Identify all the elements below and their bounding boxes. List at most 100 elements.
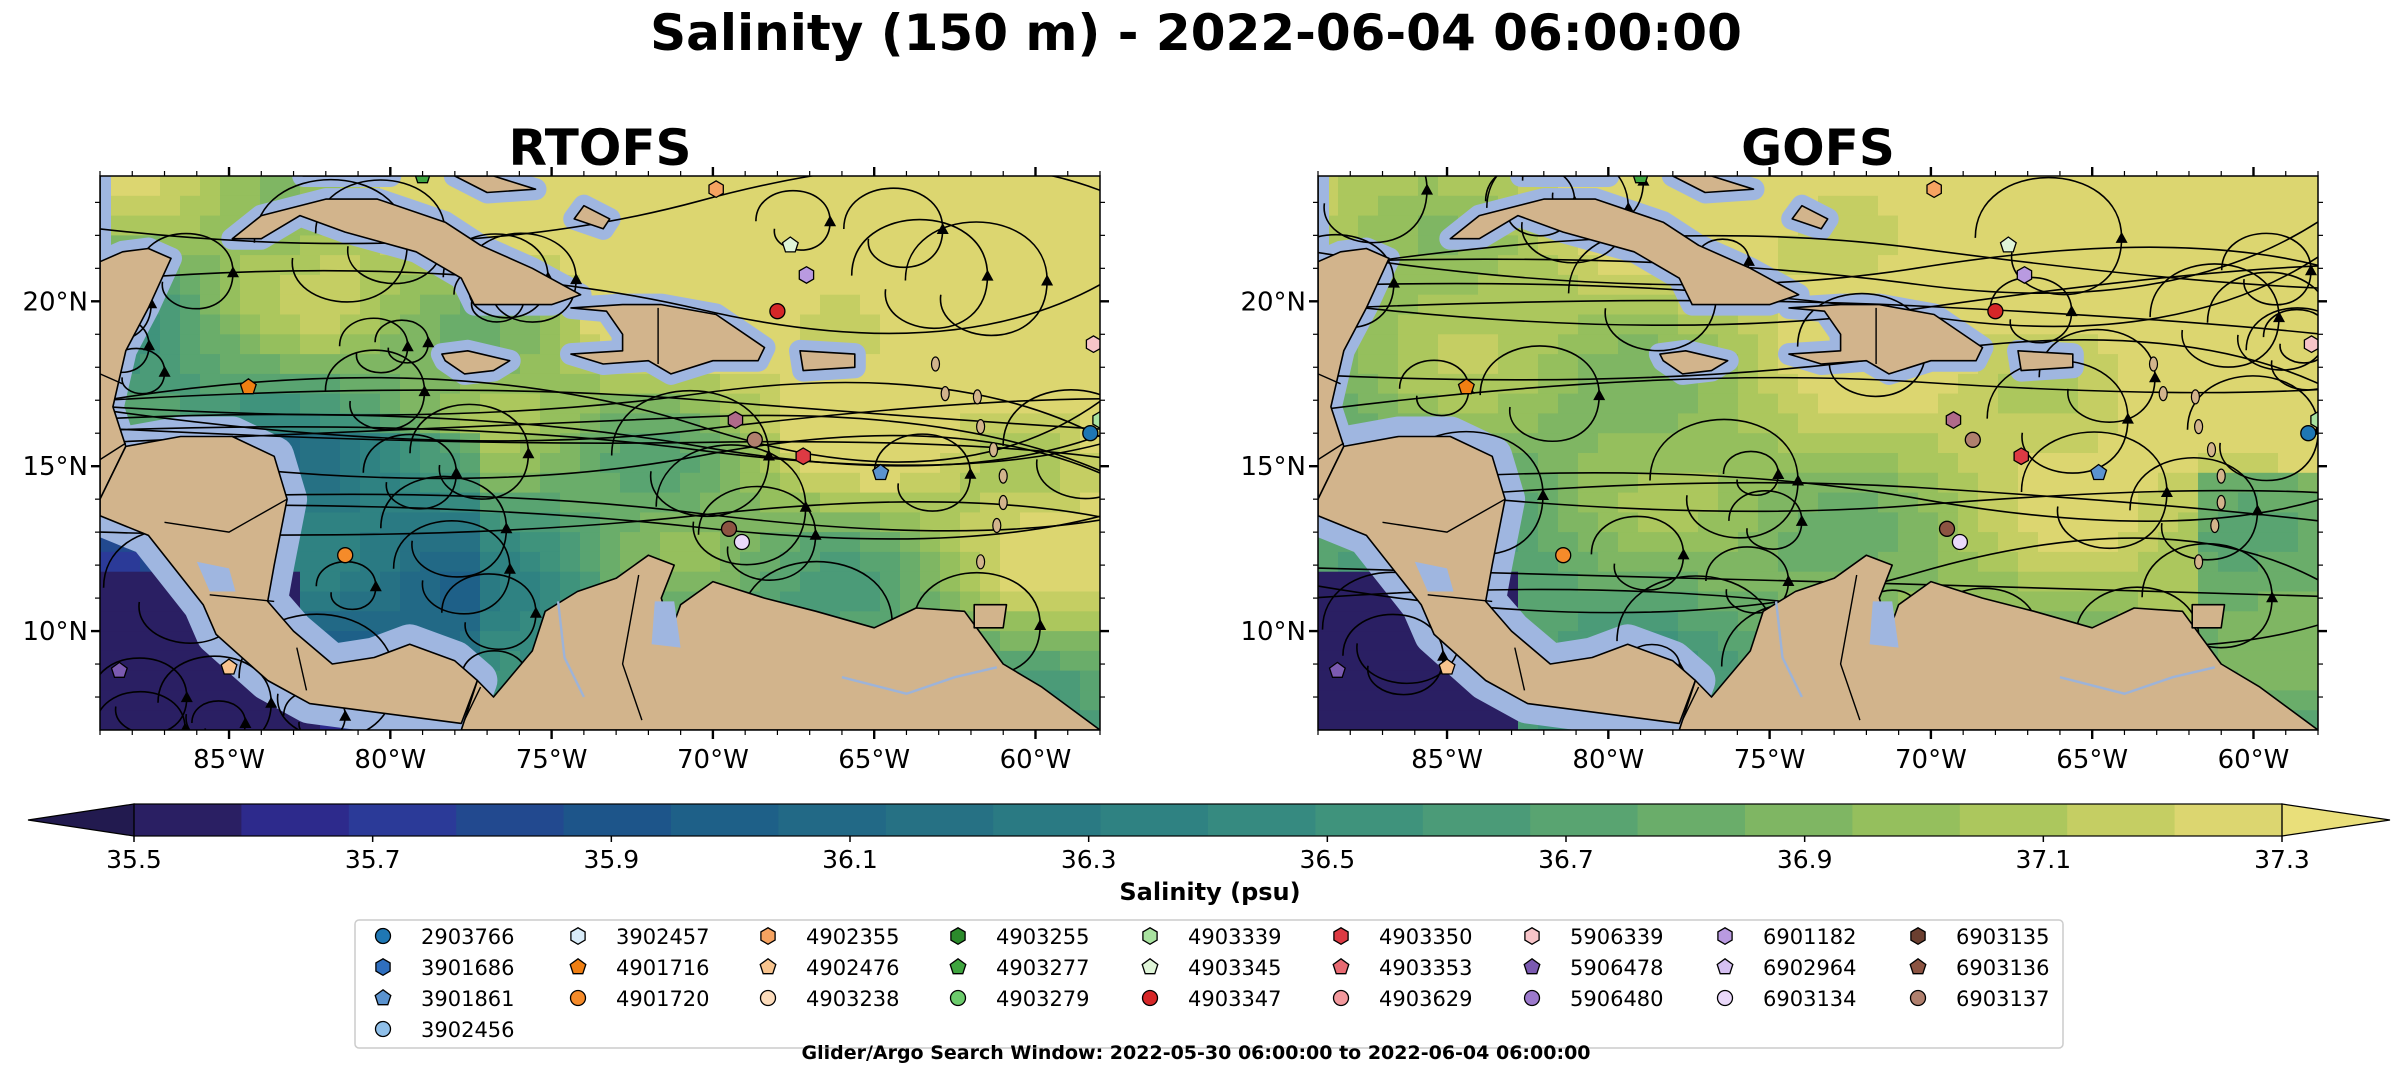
legend-label: 4903347 — [1188, 987, 1282, 1011]
colorbar-tick-label: 35.7 — [345, 845, 401, 874]
rtofs-float-marker — [746, 431, 763, 448]
lon-tick-label: 75°W — [1734, 745, 1806, 775]
legend-marker — [1333, 927, 1349, 946]
gofs-panel-title: GOFS — [1741, 119, 1895, 177]
legend-label: 4903277 — [996, 956, 1090, 980]
legend-label: 4902355 — [806, 925, 900, 949]
legend-label: 6903135 — [1956, 925, 2050, 949]
lon-tick-label: 80°W — [354, 745, 426, 775]
rtofs-float-marker — [414, 176, 431, 184]
legend-box — [354, 919, 2064, 1049]
rtofs-map[interactable]: 85°W 80°W 75°W 70°W 65°W 60°W 20°N 15°N 10°N — [22, 136, 1144, 775]
legend-label: 3902457 — [616, 925, 710, 949]
gofs-float-marker — [2303, 335, 2318, 354]
lon-tick-label: 80°W — [1572, 745, 1644, 775]
rtofs-float-marker — [769, 303, 786, 320]
rtofs-float-marker — [781, 236, 799, 253]
gofs-map-frame — [1317, 175, 2319, 731]
legend-label: 6903137 — [1956, 987, 2050, 1011]
lon-tick-label: 85°W — [193, 745, 265, 775]
gofs-float-markers — [1328, 176, 2318, 678]
colorbar-segment — [1852, 804, 1961, 836]
legend-marker — [374, 988, 392, 1006]
lon-tick-label: 70°W — [1895, 745, 1967, 775]
legend-label: 4903350 — [1379, 925, 1473, 949]
legend-marker — [570, 927, 586, 946]
legend-marker — [1717, 927, 1733, 946]
legend-marker — [569, 957, 587, 975]
colorbar-tick-label: 36.9 — [1777, 845, 1833, 874]
gofs-current-streamlines — [1318, 176, 2318, 730]
legend-marker — [375, 958, 391, 977]
lon-tick-label: 75°W — [516, 745, 588, 775]
legend-marker — [949, 957, 967, 975]
legend-label: 5906480 — [1570, 987, 1664, 1011]
rtofs-float-marker — [798, 265, 815, 284]
legend-marker — [374, 1020, 392, 1038]
lat-tick-label: 20°N — [1240, 287, 1306, 317]
colorbar-segment — [1100, 804, 1209, 836]
legend-label: 6903134 — [1763, 987, 1857, 1011]
legend-marker — [1524, 927, 1540, 946]
gofs-float-marker — [1999, 236, 2017, 253]
legend-label: 4903353 — [1379, 956, 1473, 980]
gofs-float-marker — [2090, 463, 2108, 481]
legend-label: 5906478 — [1570, 956, 1664, 980]
legend-label: 3901861 — [421, 987, 515, 1011]
colorbar-segment — [1959, 804, 2068, 836]
lon-tick-label: 60°W — [1000, 745, 1072, 775]
legend-marker — [1332, 957, 1350, 975]
rtofs-axes: 85°W 80°W 75°W 70°W 65°W 60°W 20°N 15°N 10°N — [22, 167, 1109, 775]
legend-marker — [1523, 989, 1541, 1007]
gofs-map[interactable]: 85°W 80°W 75°W 70°W 65°W 60°W 20°N 15°N 10°N — [1240, 131, 2354, 775]
legend-marker — [949, 989, 967, 1007]
legend-label: 4901720 — [616, 987, 710, 1011]
colorbar-tick-label: 36.3 — [1061, 845, 1117, 874]
legend-label: 4903279 — [996, 987, 1090, 1011]
gofs-land — [1318, 176, 2318, 730]
legend-marker — [760, 927, 776, 946]
colorbar-tick-label: 36.7 — [1538, 845, 1594, 874]
colorbar-segment — [2174, 804, 2283, 836]
colorbar-tick-label: 37.3 — [2254, 845, 2310, 874]
legend-marker — [1716, 989, 1734, 1007]
legend-label: 4903255 — [996, 925, 1090, 949]
colorbar-segment — [1745, 804, 1853, 836]
gofs-float-marker — [1555, 547, 1572, 564]
colorbar-segment — [348, 804, 457, 836]
legend-marker — [1910, 927, 1926, 946]
lat-tick-label: 20°N — [22, 287, 88, 317]
colorbar-tick-label: 36.5 — [1299, 845, 1355, 874]
legend-marker — [1141, 957, 1159, 975]
legend-label: 2903766 — [421, 925, 515, 949]
rtofs-float-marker — [872, 463, 890, 481]
colorbar-tick-label: 35.9 — [583, 845, 639, 874]
lon-tick-label: 70°W — [677, 745, 749, 775]
gofs-borders — [1318, 307, 2216, 721]
colorbar-segment — [778, 804, 887, 836]
colorbar-segment — [456, 804, 565, 836]
figure-title: Salinity (150 m) - 2022-06-04 06:00:00 — [650, 4, 1742, 62]
lon-tick-label: 65°W — [838, 745, 910, 775]
legend-label: 4903629 — [1379, 987, 1473, 1011]
gofs-float-marker — [1951, 533, 1969, 551]
gofs-float-marker — [1964, 431, 1981, 448]
colorbar-segment — [993, 804, 1102, 836]
float-legend: 2903766 3901686 3901861 3902456 3902457 49017… — [354, 919, 2064, 1049]
colorbar-segment — [885, 804, 994, 836]
colorbar-tick-label: 36.1 — [822, 845, 878, 874]
legend-label: 6903136 — [1956, 956, 2050, 980]
colorbar-label: Salinity (psu) — [1119, 878, 1300, 906]
legend-marker — [1332, 989, 1350, 1007]
legend-label: 4903238 — [806, 987, 900, 1011]
rtofs-borders — [100, 307, 998, 721]
legend-label: 3901686 — [421, 956, 515, 980]
legend-marker — [1716, 957, 1734, 975]
legend-label: 3902456 — [421, 1018, 515, 1042]
colorbar-segment — [134, 804, 242, 836]
legend-label: 4903345 — [1188, 956, 1282, 980]
colorbar-segment — [1315, 804, 1424, 836]
gofs-float-marker — [1945, 411, 1962, 430]
colorbar-tick-label: 37.1 — [2015, 845, 2071, 874]
